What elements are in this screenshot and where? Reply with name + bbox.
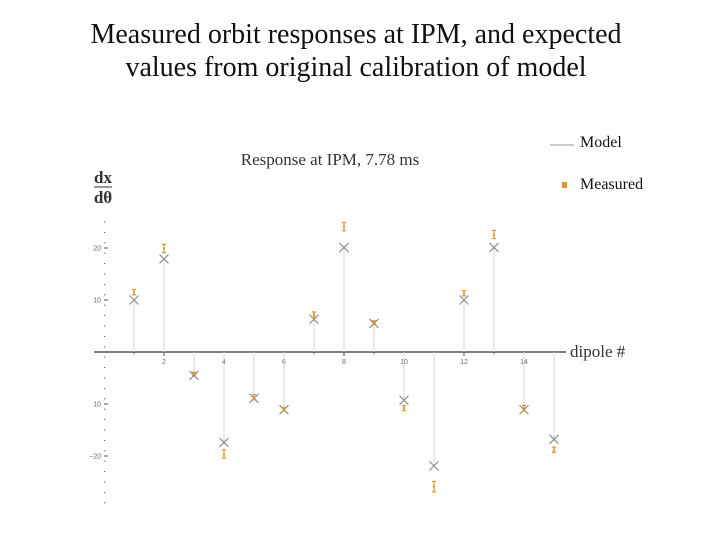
y-axis-label-top: dx — [94, 168, 112, 187]
model-point — [459, 295, 469, 305]
measured-point — [552, 446, 556, 453]
model-point-stroke-2 — [549, 434, 559, 445]
measured-point — [192, 371, 196, 376]
measured-point-dot — [432, 485, 436, 488]
measured-point — [492, 229, 496, 240]
model-point-stroke-2 — [429, 460, 439, 471]
model-point — [129, 295, 139, 305]
measured-point-dot — [342, 225, 346, 228]
model-point — [219, 437, 229, 448]
legend-model-label: Model — [580, 134, 622, 151]
measured-point — [312, 311, 316, 318]
x-tick-label: 8 — [342, 359, 346, 366]
model-point-stroke-2 — [159, 253, 169, 264]
legend-measured-label: Measured — [580, 176, 643, 193]
y-axis-label-bottom: dθ — [94, 188, 112, 207]
measured-point — [522, 404, 526, 412]
measured-point-dot — [522, 407, 526, 410]
slide-title-line-1: Measured orbit responses at IPM, and exp… — [90, 19, 622, 50]
measured-point — [432, 480, 436, 493]
y-tick-label: 10 — [93, 402, 101, 409]
measured-point-dot — [222, 452, 226, 456]
measured-point — [132, 289, 136, 296]
legend-measured-swatch — [562, 182, 567, 188]
measured-point-dot — [282, 408, 286, 411]
model-point-stroke-2 — [129, 295, 139, 305]
model-point — [159, 253, 169, 264]
measured-point-dot — [492, 233, 496, 236]
measured-point-dot — [372, 321, 376, 324]
measured-point-dot — [402, 407, 406, 410]
model-point-stroke-2 — [339, 242, 349, 253]
slide-title-line-2: values from original calibration of mode… — [125, 52, 587, 83]
measured-point — [162, 243, 166, 254]
measured-point — [402, 404, 406, 412]
model-point — [399, 395, 409, 406]
chart-marks — [129, 221, 559, 493]
measured-point — [462, 290, 466, 297]
measured-point — [372, 320, 376, 325]
model-point — [489, 242, 499, 253]
y-tick-label: 10 — [93, 298, 101, 305]
y-tick-label: −20 — [89, 454, 101, 461]
measured-point-dot — [252, 396, 256, 399]
model-point — [309, 314, 319, 325]
model-point-stroke-2 — [309, 314, 319, 325]
measured-point — [342, 221, 346, 232]
x-tick-label: 2 — [162, 359, 166, 366]
y-tick-label: 20 — [93, 246, 101, 253]
slide-title: Measured orbit responses at IPM, and exp… — [0, 18, 712, 84]
x-axis-label: dipole # — [570, 342, 626, 361]
measured-point-dot — [132, 291, 136, 294]
measured-point — [222, 449, 226, 459]
model-point-stroke-2 — [459, 295, 469, 305]
chart-title: Response at IPM, 7.78 ms — [241, 150, 420, 169]
model-point — [429, 460, 439, 471]
measured-point-dot — [462, 292, 466, 295]
x-tick-label: 12 — [460, 359, 468, 366]
model-point — [339, 242, 349, 253]
measured-point — [252, 394, 256, 401]
model-point-stroke-2 — [489, 242, 499, 253]
measured-point-dot — [552, 448, 556, 451]
model-point-stroke-2 — [219, 437, 229, 448]
measured-point-dot — [312, 313, 316, 316]
model-point — [549, 434, 559, 445]
model-point-stroke-2 — [399, 395, 409, 406]
measured-point-dot — [162, 247, 166, 250]
measured-point-dot — [192, 372, 196, 375]
chart-legend: Model Measured — [550, 134, 643, 193]
measured-point — [282, 407, 286, 412]
